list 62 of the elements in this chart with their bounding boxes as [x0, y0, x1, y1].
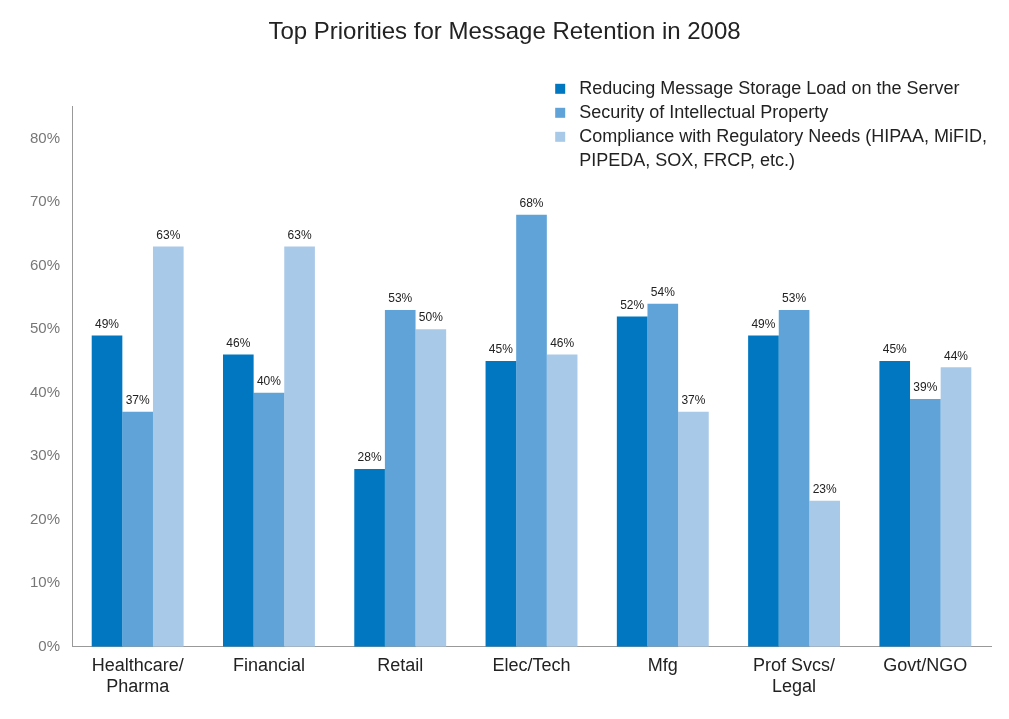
bar — [879, 360, 911, 647]
data-label: 63% — [156, 227, 181, 242]
x-tick-label: Govt/NGO — [883, 654, 968, 675]
data-label: 54% — [650, 285, 676, 300]
data-label: 52% — [620, 297, 645, 312]
bar — [122, 411, 153, 647]
bar — [647, 303, 679, 647]
data-label: 37% — [125, 393, 150, 408]
y-tick-label: 20% — [29, 509, 61, 527]
bar — [748, 335, 779, 647]
data-label: 53% — [388, 291, 413, 306]
legend-label: Security of Intellectual Property — [579, 101, 829, 122]
y-tick-label: 0% — [38, 636, 61, 654]
y-tick-label: 10% — [29, 573, 61, 591]
y-tick-label: 60% — [29, 255, 61, 273]
bar — [253, 392, 285, 647]
data-label: 37% — [681, 393, 706, 408]
bar — [940, 367, 972, 647]
bar — [778, 310, 810, 647]
data-label: 46% — [226, 335, 251, 350]
x-tick-label: Financial — [232, 654, 305, 675]
y-tick-label: 80% — [29, 128, 61, 146]
bar — [546, 354, 578, 647]
bar — [223, 354, 254, 647]
data-label: 40% — [256, 373, 282, 388]
bar — [91, 335, 123, 647]
bar — [616, 316, 648, 647]
x-tick-label: Retail — [377, 654, 424, 675]
x-tick-label: Elec/Tech — [492, 654, 571, 675]
bar — [809, 500, 841, 647]
bar — [415, 329, 447, 647]
data-label: 46% — [550, 335, 575, 350]
data-label: 50% — [418, 310, 444, 325]
bar — [516, 214, 547, 647]
data-label: 39% — [913, 380, 938, 395]
data-label: 49% — [95, 316, 120, 331]
y-tick-label: 50% — [29, 319, 61, 337]
bar — [152, 246, 184, 647]
x-tick-label: Mfg — [647, 654, 678, 675]
data-label: 49% — [751, 316, 776, 331]
data-label: 45% — [488, 342, 514, 357]
x-tick-label: Healthcare/ Pharma — [91, 654, 184, 697]
bar — [284, 246, 315, 647]
data-label: 68% — [519, 196, 544, 211]
data-label: 53% — [782, 291, 807, 306]
data-label: 63% — [287, 227, 312, 242]
data-label: 28% — [357, 450, 382, 465]
bar — [678, 411, 709, 647]
bar — [384, 310, 416, 647]
x-tick-label: Prof Svcs/ Legal — [753, 654, 836, 697]
data-label: 23% — [812, 481, 838, 496]
data-label: 44% — [943, 348, 969, 363]
bar — [354, 468, 385, 647]
y-tick-label: 70% — [29, 192, 61, 210]
y-tick-label: 30% — [29, 446, 61, 464]
data-label: 45% — [882, 342, 908, 357]
y-tick-label: 40% — [29, 382, 61, 400]
bar — [485, 360, 517, 647]
legend-label: Reducing Message Storage Load on the Server — [579, 77, 960, 98]
chart-title: Top Priorities for Message Retention in 2008 — [268, 17, 741, 45]
legend-label: Compliance with Regulatory Needs (HIPAA, MiFID, PIPEDA, SOX, FRCP, etc.) — [579, 125, 988, 170]
bar — [910, 399, 941, 647]
